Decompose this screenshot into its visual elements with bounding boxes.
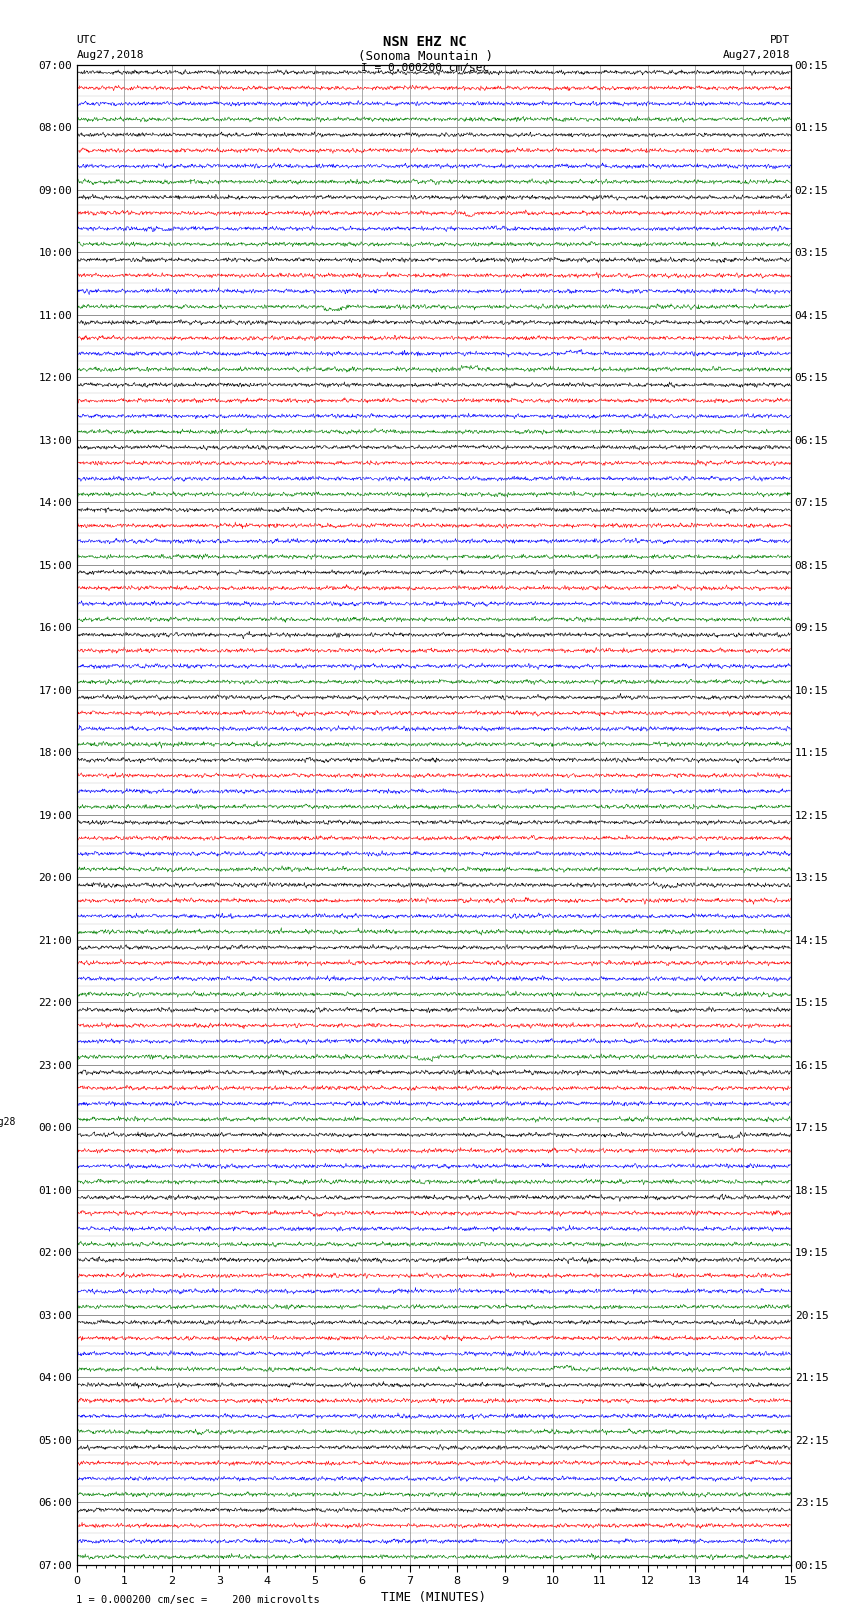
Text: (Sonoma Mountain ): (Sonoma Mountain ): [358, 50, 492, 63]
Text: I = 0.000200 cm/sec: I = 0.000200 cm/sec: [361, 63, 489, 73]
X-axis label: TIME (MINUTES): TIME (MINUTES): [381, 1590, 486, 1603]
Text: NSN EHZ NC: NSN EHZ NC: [383, 35, 467, 50]
Text: 1 = 0.000200 cm/sec =    200 microvolts: 1 = 0.000200 cm/sec = 200 microvolts: [76, 1595, 320, 1605]
Text: UTC: UTC: [76, 35, 97, 45]
Text: Aug28: Aug28: [0, 1118, 16, 1127]
Text: Aug27,2018: Aug27,2018: [76, 50, 144, 60]
Text: Aug27,2018: Aug27,2018: [723, 50, 791, 60]
Text: PDT: PDT: [770, 35, 790, 45]
